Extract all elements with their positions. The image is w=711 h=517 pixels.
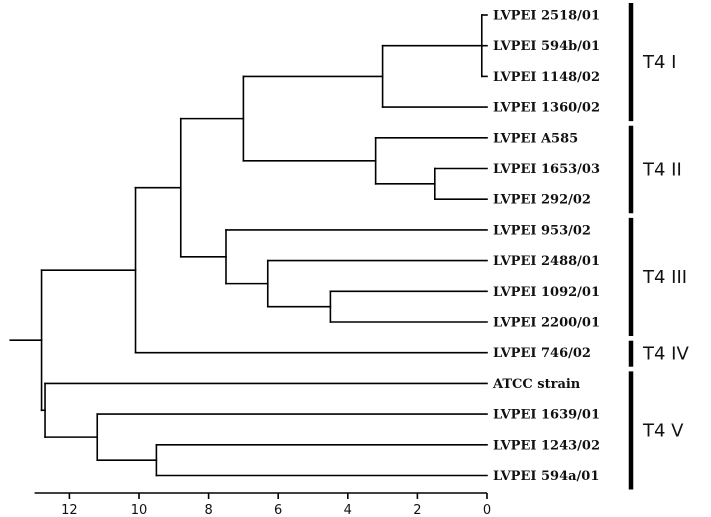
axis-tick-label: 12 <box>61 503 78 517</box>
cluster-label: T4 III <box>642 267 687 288</box>
leaf-label: LVPEI 1653/03 <box>493 162 600 177</box>
leaf-label: LVPEI 2200/01 <box>493 316 600 331</box>
leaf-label: ATCC strain <box>492 377 581 392</box>
axis-tick-label: 4 <box>344 503 352 517</box>
tree-branches <box>9 14 488 477</box>
leaf-label: LVPEI 1360/02 <box>493 101 600 116</box>
axis-tick-label: 10 <box>131 503 148 517</box>
leaf-label: LVPEI 1148/02 <box>493 70 600 85</box>
leaf-label: LVPEI 1092/01 <box>493 285 600 300</box>
axis-tick-label: 0 <box>483 503 491 517</box>
leaf-label: LVPEI A585 <box>493 131 578 146</box>
axis-tick-label: 6 <box>274 503 282 517</box>
cluster-label: T4 I <box>642 52 676 73</box>
leaf-label: LVPEI 953/02 <box>493 223 591 238</box>
leaf-label: LVPEI 1639/01 <box>493 408 600 423</box>
leaf-label: LVPEI 2488/01 <box>493 254 600 269</box>
leaf-label: LVPEI 2518/01 <box>493 9 600 24</box>
leaf-label: LVPEI 292/02 <box>493 193 591 208</box>
leaf-labels: LVPEI 2518/01 LVPEI 594b/01 LVPEI 1148/02 L… <box>492 9 600 485</box>
axis-tick-label: 2 <box>413 503 421 517</box>
axis-tick-label: 8 <box>204 503 212 517</box>
cluster-label: T4 V <box>642 420 684 441</box>
cluster-label: T4 II <box>642 160 682 181</box>
leaf-label: LVPEI 594b/01 <box>493 39 600 54</box>
leaf-label: LVPEI 746/02 <box>493 346 591 361</box>
distance-axis: 12 10 8 6 4 2 0 <box>34 492 491 517</box>
leaf-label: LVPEI 1243/02 <box>493 438 600 453</box>
cluster-label: T4 IV <box>642 344 689 365</box>
leaf-label: LVPEI 594a/01 <box>493 469 599 484</box>
cluster-brackets: T4 I T4 II T4 III T4 IV T4 V <box>628 3 689 490</box>
